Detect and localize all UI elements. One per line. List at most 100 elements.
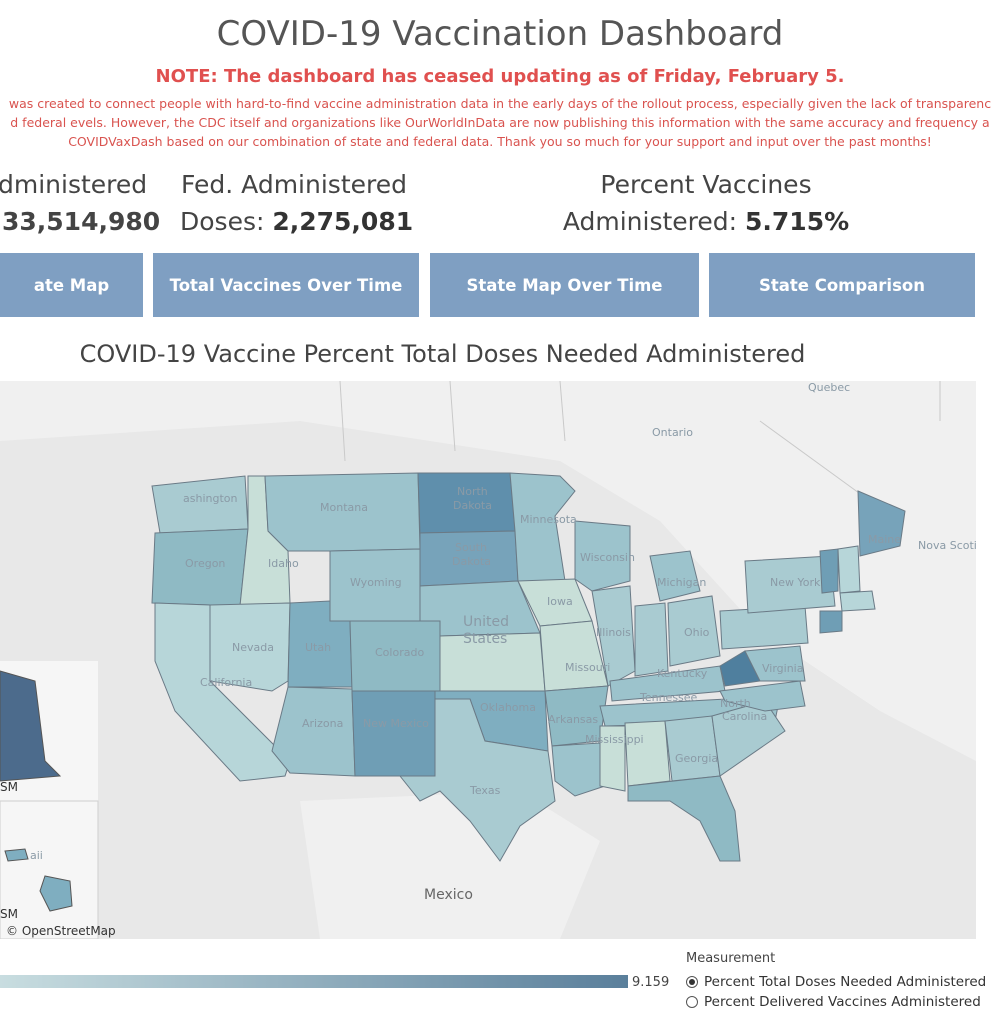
mexico-land	[300, 791, 600, 939]
fed-administered-doses: Doses: 2,275,081	[180, 207, 413, 236]
label-texas: Texas	[469, 784, 501, 797]
measurement-option-total-doses[interactable]: Percent Total Doses Needed Administered	[686, 974, 986, 990]
state-louisiana[interactable]	[551, 742, 606, 797]
openstreetmap-attribution[interactable]: © OpenStreetMap	[6, 924, 116, 938]
state-arizona[interactable]	[271, 686, 356, 777]
label-washington: ashington	[183, 492, 237, 505]
state-administered-label: dministered	[0, 170, 148, 199]
state-new-york[interactable]	[744, 555, 836, 614]
label-wisconsin: Wisconsin	[580, 551, 635, 564]
state-ohio[interactable]	[667, 595, 721, 667]
label-illinois: Illinois	[596, 626, 631, 639]
map-title: COVID-19 Vaccine Percent Total Doses Nee…	[79, 340, 806, 368]
hawaii-attribution: SM	[0, 907, 18, 921]
state-vermont[interactable]	[819, 548, 839, 594]
state-maine[interactable]	[857, 490, 906, 557]
label-arizona: Arizona	[302, 717, 343, 730]
label-utah: Utah	[305, 641, 331, 654]
label-nova-scotia: Nova Scoti	[918, 539, 976, 552]
total-vaccines-over-time-button[interactable]: Total Vaccines Over Time	[153, 253, 419, 317]
state-nevada[interactable]	[209, 602, 291, 692]
label-colorado: Colorado	[375, 646, 424, 659]
map-canvas[interactable]: Quebec Ontario Nova Scoti United States …	[0, 381, 976, 939]
map-labels: Quebec Ontario Nova Scoti United States …	[30, 381, 976, 903]
measurement-option-label: Percent Delivered Vaccines Administered	[704, 994, 981, 1010]
state-michigan[interactable]	[649, 550, 701, 602]
label-quebec: Quebec	[808, 381, 850, 394]
label-missouri: Missouri	[565, 661, 610, 674]
state-connecticut[interactable]	[819, 610, 843, 634]
fed-administered-label: Fed. Administered	[181, 170, 407, 199]
description-line-3: COVIDVaxDash based on our combination of…	[68, 134, 932, 149]
radio-selected-icon[interactable]	[686, 976, 698, 988]
state-minnesota[interactable]	[509, 472, 576, 582]
label-north-carolina-1: North	[720, 697, 751, 710]
radio-unselected-icon[interactable]	[686, 996, 698, 1008]
state-alabama[interactable]	[624, 720, 671, 787]
hawaii-inset	[0, 800, 99, 939]
label-maine: Maine	[868, 533, 901, 546]
label-montana: Montana	[320, 501, 368, 514]
state-indiana[interactable]	[634, 602, 669, 677]
label-wyoming: Wyoming	[350, 576, 402, 589]
measurement-option-delivered[interactable]: Percent Delivered Vaccines Administered	[686, 994, 981, 1010]
label-idaho: Idaho	[268, 557, 299, 570]
label-hawaii: aii	[30, 849, 43, 862]
province-borders	[339, 381, 941, 502]
measurement-option-label: Percent Total Doses Needed Administered	[704, 974, 987, 990]
state-alaska[interactable]	[0, 670, 62, 782]
label-michigan: Michigan	[657, 576, 706, 589]
percent-vaccines-label: Percent Vaccines	[600, 170, 812, 199]
label-united: United	[463, 614, 509, 630]
state-mississippi[interactable]	[599, 725, 626, 792]
label-oregon: Oregon	[185, 557, 225, 570]
label-nevada: Nevada	[232, 641, 274, 654]
label-tennessee: Tennessee	[639, 691, 698, 704]
state-comparison-button[interactable]: State Comparison	[709, 253, 975, 317]
percent-administered-prefix: Administered:	[562, 207, 738, 236]
label-oklahoma: Oklahoma	[480, 701, 536, 714]
us-states	[151, 472, 906, 862]
label-north-dakota-2: Dakota	[453, 499, 492, 512]
color-legend-bar	[0, 975, 628, 988]
percent-administered: Administered: 5.715%	[556, 207, 856, 236]
label-mississippi: Mississippi	[585, 733, 644, 746]
label-new-mexico: New Mexico	[363, 717, 429, 730]
state-north-carolina[interactable]	[719, 680, 806, 712]
percent-administered-value: 5.715%	[745, 207, 850, 236]
state-wisconsin[interactable]	[574, 520, 631, 592]
label-virginia: Virginia	[762, 662, 803, 675]
state-new-mexico[interactable]	[351, 690, 436, 777]
label-ontario: Ontario	[652, 426, 693, 439]
state-georgia[interactable]	[664, 715, 721, 782]
label-ohio: Ohio	[684, 626, 710, 639]
page-title: COVID-19 Vaccination Dashboard	[216, 14, 784, 54]
state-new-hampshire[interactable]	[837, 545, 861, 594]
ceased-updating-note: NOTE: The dashboard has ceased updating …	[155, 66, 845, 87]
state-florida[interactable]	[627, 775, 741, 862]
label-new-york: New York	[770, 576, 821, 589]
label-arkansas: Arkansas	[548, 713, 598, 726]
label-georgia: Georgia	[675, 752, 718, 765]
canada-land	[0, 381, 976, 761]
state-pennsylvania[interactable]	[719, 605, 809, 650]
label-states: States	[463, 631, 507, 647]
state-hawaii[interactable]	[4, 848, 73, 912]
choropleth-map[interactable]: Quebec Ontario Nova Scoti United States …	[0, 381, 976, 939]
state-map-button[interactable]: ate Map	[0, 253, 143, 317]
state-massachusetts[interactable]	[839, 590, 876, 612]
label-north-dakota-1: North	[457, 485, 488, 498]
measurement-title: Measurement	[686, 951, 776, 966]
label-south-dakota-1: South	[455, 541, 487, 554]
state-virginia[interactable]	[744, 645, 806, 682]
map-attributions: SM SM © OpenStreetMap	[0, 780, 116, 938]
legend-max-value: 9.159	[632, 975, 670, 990]
alaska-attribution: SM	[0, 780, 18, 794]
state-map-over-time-button[interactable]: State Map Over Time	[430, 253, 699, 317]
state-texas[interactable]	[398, 698, 556, 862]
label-kentucky: Kentucky	[657, 667, 708, 680]
label-south-dakota-2: Dakota	[452, 555, 491, 568]
label-north-carolina-2: Carolina	[722, 710, 767, 723]
label-minnesota: Minnesota	[520, 513, 577, 526]
label-mexico: Mexico	[424, 887, 473, 903]
